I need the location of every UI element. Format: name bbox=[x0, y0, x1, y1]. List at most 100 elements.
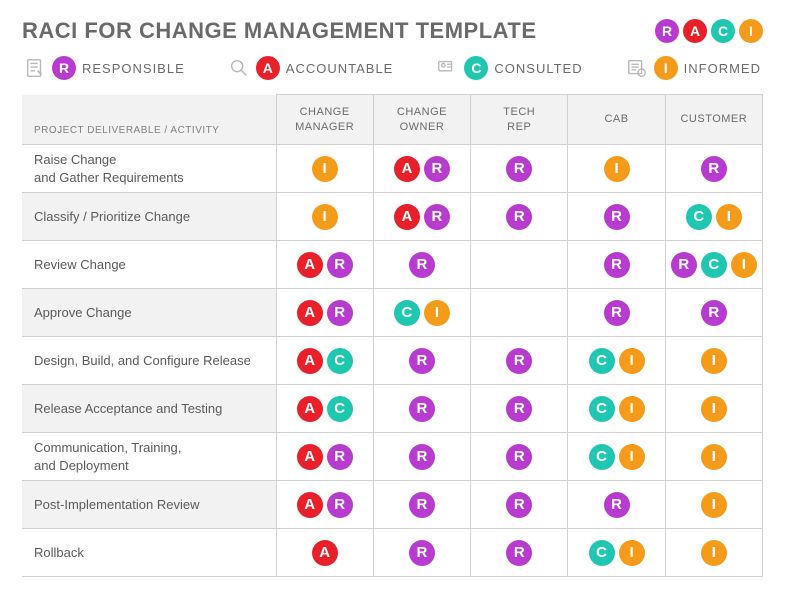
raci-dot-r: R bbox=[655, 19, 679, 43]
raci-dot-r: R bbox=[671, 252, 697, 278]
raci-cell: R bbox=[665, 145, 762, 193]
raci-dot-c: C bbox=[464, 56, 488, 80]
raci-cell: AC bbox=[276, 385, 373, 433]
raci-cell: R bbox=[471, 529, 568, 577]
raci-dot-r: R bbox=[506, 492, 532, 518]
raci-cell: R bbox=[373, 481, 470, 529]
raci-dot-r: R bbox=[604, 204, 630, 230]
raci-dot-c: C bbox=[327, 348, 353, 374]
activity-cell: Approve Change bbox=[22, 289, 276, 337]
legend-item-r: R RESPONSIBLE bbox=[24, 56, 185, 80]
raci-dot-a: A bbox=[297, 300, 323, 326]
raci-dot-i: I bbox=[739, 19, 763, 43]
raci-cell: CI bbox=[568, 529, 665, 577]
raci-dot-r: R bbox=[604, 300, 630, 326]
raci-dot-r: R bbox=[604, 492, 630, 518]
raci-cell: R bbox=[568, 193, 665, 241]
raci-dot-a: A bbox=[683, 19, 707, 43]
raci-cell: AC bbox=[276, 337, 373, 385]
raci-cell: I bbox=[276, 193, 373, 241]
raci-dot-i: I bbox=[424, 300, 450, 326]
role-header: CUSTOMER bbox=[665, 95, 762, 145]
legend: R RESPONSIBLE A ACCOUNTABLE C CONSULTED IINFOR… bbox=[22, 56, 763, 80]
raci-table: PROJECT DELIVERABLE / ACTIVITYCHANGEMANA… bbox=[22, 94, 763, 577]
activity-cell: Raise Changeand Gather Requirements bbox=[22, 145, 276, 193]
raci-cell: I bbox=[665, 337, 762, 385]
table-row: Raise Changeand Gather RequirementsIARRI… bbox=[22, 145, 763, 193]
table-body: Raise Changeand Gather RequirementsIARRI… bbox=[22, 145, 763, 577]
table-row: Approve ChangeARCIRR bbox=[22, 289, 763, 337]
legend-doc-icon bbox=[24, 57, 46, 79]
raci-dot-a: A bbox=[312, 540, 338, 566]
raci-dot-a: A bbox=[297, 396, 323, 422]
raci-cell: R bbox=[373, 385, 470, 433]
raci-cell: R bbox=[471, 481, 568, 529]
raci-dot-i: I bbox=[716, 204, 742, 230]
raci-cell: R bbox=[471, 385, 568, 433]
raci-cell: I bbox=[665, 529, 762, 577]
raci-dot-r: R bbox=[506, 540, 532, 566]
raci-cell: AR bbox=[276, 433, 373, 481]
raci-cell: CI bbox=[568, 433, 665, 481]
raci-cell: R bbox=[373, 337, 470, 385]
raci-dot-r: R bbox=[409, 444, 435, 470]
raci-dot-a: A bbox=[256, 56, 280, 80]
raci-dot-r: R bbox=[604, 252, 630, 278]
raci-cell: CI bbox=[665, 193, 762, 241]
legend-doc-icon bbox=[228, 57, 250, 79]
table-row: Post-Implementation ReviewARRRRI bbox=[22, 481, 763, 529]
raci-dot-r: R bbox=[506, 444, 532, 470]
raci-dot-i: I bbox=[619, 348, 645, 374]
raci-dot-r: R bbox=[327, 300, 353, 326]
raci-cell: AR bbox=[276, 241, 373, 289]
activity-cell: Classify / Prioritize Change bbox=[22, 193, 276, 241]
activity-cell: Post-Implementation Review bbox=[22, 481, 276, 529]
raci-dot-i: I bbox=[619, 540, 645, 566]
raci-dot-r: R bbox=[409, 348, 435, 374]
raci-cell: R bbox=[665, 289, 762, 337]
raci-logo: RACI bbox=[655, 19, 763, 43]
raci-cell: R bbox=[471, 193, 568, 241]
raci-dot-i: I bbox=[701, 396, 727, 422]
raci-dot-r: R bbox=[409, 252, 435, 278]
raci-dot-a: A bbox=[394, 204, 420, 230]
legend-label: ACCOUNTABLE bbox=[286, 61, 394, 76]
raci-dot-i: I bbox=[701, 492, 727, 518]
raci-dot-c: C bbox=[589, 396, 615, 422]
raci-cell: I bbox=[665, 385, 762, 433]
raci-dot-r: R bbox=[409, 396, 435, 422]
legend-doc-icon bbox=[436, 57, 458, 79]
role-header: CHANGEMANAGER bbox=[276, 95, 373, 145]
raci-dot-r: R bbox=[327, 492, 353, 518]
raci-cell: I bbox=[665, 481, 762, 529]
raci-dot-r: R bbox=[52, 56, 76, 80]
raci-dot-c: C bbox=[327, 396, 353, 422]
role-header: CHANGEOWNER bbox=[373, 95, 470, 145]
legend-label: CONSULTED bbox=[494, 61, 582, 76]
activity-cell: Rollback bbox=[22, 529, 276, 577]
table-row: Review ChangeARRRRCI bbox=[22, 241, 763, 289]
raci-dot-r: R bbox=[327, 444, 353, 470]
raci-cell: CI bbox=[568, 385, 665, 433]
activity-cell: Communication, Training,and Deployment bbox=[22, 433, 276, 481]
raci-dot-r: R bbox=[409, 540, 435, 566]
raci-cell: R bbox=[373, 433, 470, 481]
raci-dot-a: A bbox=[297, 444, 323, 470]
raci-dot-i: I bbox=[604, 156, 630, 182]
raci-dot-r: R bbox=[409, 492, 435, 518]
raci-dot-c: C bbox=[589, 348, 615, 374]
activity-cell: Review Change bbox=[22, 241, 276, 289]
legend-label: RESPONSIBLE bbox=[82, 61, 185, 76]
raci-dot-i: I bbox=[312, 156, 338, 182]
legend-label: INFORMED bbox=[684, 61, 761, 76]
raci-cell: R bbox=[471, 337, 568, 385]
raci-dot-c: C bbox=[686, 204, 712, 230]
legend-doc-icon bbox=[626, 57, 648, 79]
raci-dot-i: I bbox=[619, 444, 645, 470]
raci-dot-a: A bbox=[297, 492, 323, 518]
role-header: TECHREP bbox=[471, 95, 568, 145]
legend-item-i: IINFORMED bbox=[626, 56, 761, 80]
raci-cell bbox=[471, 241, 568, 289]
page-title: RACI FOR CHANGE MANAGEMENT TEMPLATE bbox=[22, 18, 537, 44]
raci-dot-a: A bbox=[297, 252, 323, 278]
